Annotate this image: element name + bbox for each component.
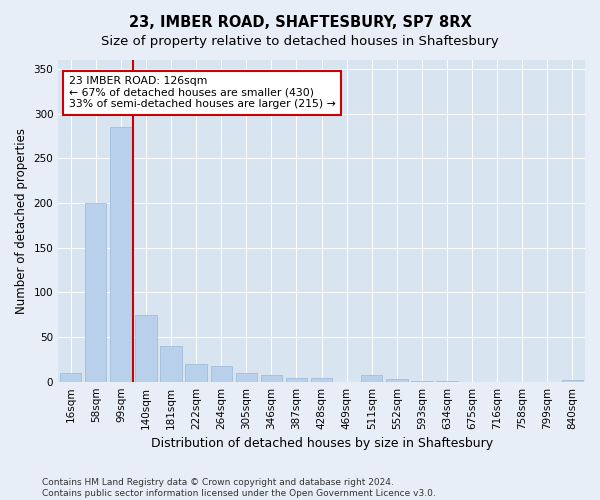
Bar [136, 314, 157, 382]
Bar [211, 366, 232, 382]
Bar [386, 379, 407, 382]
Bar [361, 374, 382, 382]
Y-axis label: Number of detached properties: Number of detached properties [15, 128, 28, 314]
Text: Contains HM Land Registry data © Crown copyright and database right 2024.
Contai: Contains HM Land Registry data © Crown c… [42, 478, 436, 498]
Bar [436, 381, 458, 382]
Text: 23 IMBER ROAD: 126sqm
← 67% of detached houses are smaller (430)
33% of semi-det: 23 IMBER ROAD: 126sqm ← 67% of detached … [69, 76, 335, 110]
Bar [85, 203, 106, 382]
Text: Size of property relative to detached houses in Shaftesbury: Size of property relative to detached ho… [101, 35, 499, 48]
Bar [286, 378, 307, 382]
Bar [311, 378, 332, 382]
Bar [261, 374, 282, 382]
Bar [185, 364, 207, 382]
Bar [110, 127, 131, 382]
Bar [160, 346, 182, 382]
Bar [562, 380, 583, 382]
Text: 23, IMBER ROAD, SHAFTESBURY, SP7 8RX: 23, IMBER ROAD, SHAFTESBURY, SP7 8RX [128, 15, 472, 30]
Bar [60, 372, 82, 382]
Bar [236, 372, 257, 382]
X-axis label: Distribution of detached houses by size in Shaftesbury: Distribution of detached houses by size … [151, 437, 493, 450]
Bar [411, 381, 433, 382]
